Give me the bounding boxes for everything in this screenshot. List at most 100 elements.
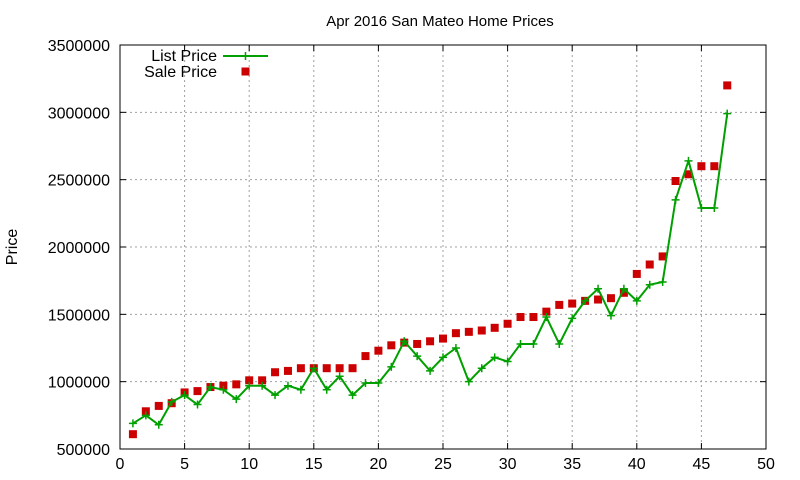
- sale-price-point: [658, 252, 667, 261]
- list-price-point: [671, 195, 680, 204]
- sale-price-point: [374, 346, 383, 355]
- sale-price-point: [451, 329, 460, 338]
- list-price-point: [322, 385, 331, 394]
- list-price-point: [400, 337, 409, 346]
- sale-price-point: [413, 339, 422, 348]
- sale-price-point: [490, 323, 499, 332]
- list-price-point: [516, 339, 525, 348]
- sale-price-point: [516, 313, 525, 322]
- y-tick-label: 2500000: [48, 173, 110, 190]
- list-price-point: [387, 362, 396, 371]
- list-price-point: [529, 339, 538, 348]
- x-tick-label: 5: [180, 456, 189, 473]
- list-price-point: [141, 411, 150, 420]
- list-price-point: [568, 314, 577, 323]
- sale-price-point: [335, 364, 344, 373]
- sale-price-point: [594, 295, 603, 304]
- sale-price-point: [387, 341, 396, 350]
- list-price-point: [645, 280, 654, 289]
- sale-price-point: [141, 407, 150, 416]
- y-tick-label: 1000000: [48, 375, 110, 392]
- list-price-point: [374, 379, 383, 388]
- y-axis-label: Price: [4, 229, 21, 266]
- sale-price-point: [723, 81, 732, 90]
- y-tick-label: 2000000: [48, 240, 110, 257]
- list-price-point: [167, 397, 176, 406]
- x-tick-label: 40: [628, 456, 646, 473]
- list-price-point: [283, 381, 292, 390]
- list-price-point: [658, 278, 667, 287]
- y-tick-label: 3500000: [48, 38, 110, 55]
- y-tick-label: 500000: [57, 442, 110, 459]
- sale-price-point: [503, 319, 512, 328]
- list-price-point: [309, 364, 318, 373]
- list-price-point: [335, 372, 344, 381]
- list-price-point: [348, 391, 357, 400]
- list-price-point: [581, 296, 590, 305]
- sale-price-point: [464, 327, 473, 336]
- sale-price-point: [361, 352, 370, 361]
- list-price-point: [697, 203, 706, 212]
- list-price-point: [477, 364, 486, 373]
- sale-price-point: [542, 307, 551, 316]
- list-price-point: [271, 391, 280, 400]
- list-price-point: [439, 353, 447, 362]
- x-tick-label: 15: [305, 456, 323, 473]
- list-price-point: [426, 366, 435, 375]
- sale-price-point: [697, 162, 706, 171]
- sale-price-point: [439, 334, 447, 343]
- list-price-point: [180, 391, 189, 400]
- y-tick-label: 3000000: [48, 105, 110, 122]
- list-price-point: [619, 284, 628, 293]
- list-price-point: [193, 400, 202, 409]
- list-price-point: [632, 296, 641, 305]
- sale-price-point: [529, 313, 538, 322]
- x-tick-label: 0: [116, 456, 125, 473]
- sale-price-point: [671, 177, 680, 186]
- sale-price-point: [684, 170, 693, 179]
- legend: List Price Sale Price: [144, 48, 268, 81]
- legend-marker-list-price: [241, 52, 250, 60]
- sale-price-point: [271, 368, 280, 377]
- y-tick-label: 1500000: [48, 307, 110, 324]
- sale-price-point: [296, 364, 305, 373]
- list-price-point: [684, 156, 693, 165]
- x-tick-label: 50: [757, 456, 775, 473]
- list-price-point: [361, 379, 370, 388]
- list-price-point: [710, 203, 719, 212]
- list-price-point: [503, 357, 512, 366]
- series: [128, 81, 732, 439]
- sale-price-point: [154, 401, 163, 410]
- axis-ticks: 0 5 10 15 20 25 30 35 40 45 50 500000 1000000 1500000…: [48, 38, 775, 473]
- list-price-point: [232, 395, 241, 404]
- list-price-point: [451, 344, 460, 352]
- sale-price-point: [555, 300, 564, 309]
- x-tick-label: 10: [240, 456, 258, 473]
- list-price-point: [245, 381, 254, 390]
- list-price-point: [296, 385, 305, 394]
- x-tick-label: 45: [693, 456, 711, 473]
- list-price-point: [258, 381, 267, 390]
- list-price-point: [555, 339, 564, 348]
- sale-price-point: [632, 269, 641, 278]
- sale-price-point: [258, 376, 267, 385]
- x-tick-label: 35: [563, 456, 581, 473]
- list-price-point: [128, 419, 137, 428]
- sale-price-point: [245, 376, 254, 385]
- sale-price-point: [348, 364, 357, 373]
- chart-title: Apr 2016 San Mateo Home Prices: [326, 13, 554, 30]
- sale-price-point: [619, 288, 628, 297]
- sale-price-point: [477, 326, 486, 335]
- list-price-point: [490, 353, 499, 362]
- list-price-point: [594, 284, 603, 293]
- list-price-point: [154, 420, 163, 429]
- list-price-point: [542, 313, 551, 322]
- sale-price-point: [232, 380, 241, 389]
- list-price-point: [606, 311, 615, 320]
- sale-price-point: [568, 299, 577, 308]
- sale-price-point: [283, 366, 292, 375]
- sale-price-point: [128, 430, 137, 439]
- sale-price-point: [606, 294, 615, 303]
- sale-price-point: [322, 364, 331, 373]
